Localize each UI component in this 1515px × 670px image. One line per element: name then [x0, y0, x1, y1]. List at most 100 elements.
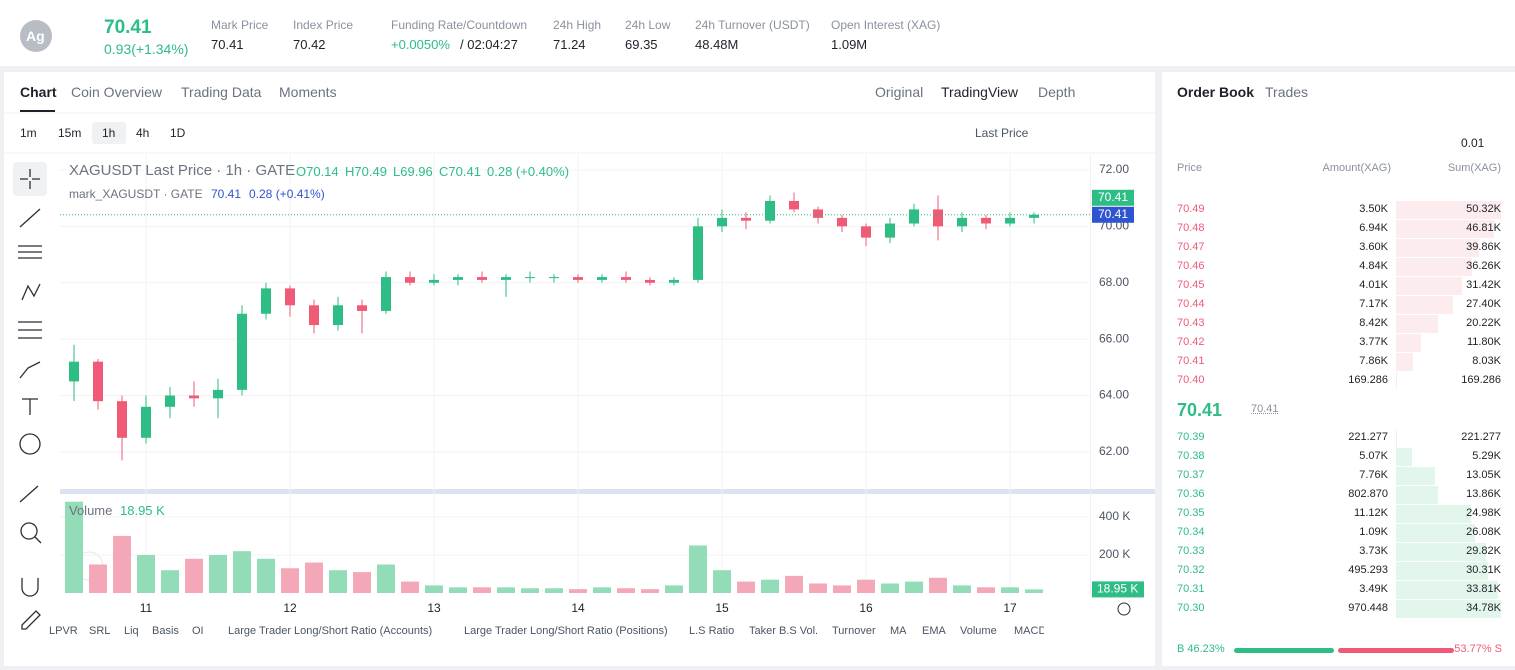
view-tab[interactable]: Depth [1038, 84, 1076, 100]
indicator[interactable]: OI [192, 625, 204, 637]
indicator[interactable]: Liq [124, 625, 139, 637]
ob-tab[interactable]: Trades [1265, 84, 1309, 100]
view-tab[interactable]: TradingView [941, 84, 1019, 100]
volume-bar [617, 588, 635, 593]
price-source[interactable]: Last Price [975, 126, 1029, 140]
indicator[interactable]: EMA [922, 625, 946, 637]
mark-legend: 70.41 [211, 187, 242, 201]
depth-bar [1396, 353, 1413, 371]
volume-legend: Volume [69, 503, 113, 518]
volume-bar [89, 564, 107, 593]
ohlc-legend: C70.41 [439, 164, 481, 179]
indicator[interactable]: Large Trader Long/Short Ratio (Accounts) [228, 625, 433, 637]
candle-body [141, 406, 151, 438]
y-tick-label: 62.00 [1099, 444, 1129, 458]
ob-amount: 7.76K [1359, 469, 1388, 481]
volume-bar [977, 587, 995, 593]
depth-bar [1396, 467, 1436, 485]
volume-bar [833, 585, 851, 593]
indicator[interactable]: MA [890, 625, 907, 637]
ob-price: 70.47 [1177, 241, 1205, 253]
precision[interactable]: 0.01 [1461, 136, 1485, 150]
settings-icon[interactable] [1117, 602, 1131, 616]
volume-bar [377, 564, 395, 593]
ob-sum: 50.32K [1466, 203, 1501, 215]
volume-bar [521, 588, 539, 593]
x-tick-label: 11 [140, 601, 153, 615]
ob-sum: 27.40K [1466, 298, 1501, 310]
indicator[interactable]: LPVR [49, 625, 78, 637]
volume-legend-value: 18.95 K [120, 503, 165, 518]
ohlc-legend: O70.14 [296, 164, 339, 179]
indicator[interactable]: Taker B.S Vol. [749, 625, 819, 637]
ob-amount: 3.50K [1359, 203, 1388, 215]
indicator[interactable]: Basis [152, 625, 179, 637]
indicator[interactable]: L.S Ratio [689, 625, 735, 637]
candle-body [693, 226, 703, 280]
volume-bar [641, 589, 659, 593]
chart-tab[interactable]: Chart [20, 84, 57, 100]
volume-bar [209, 554, 227, 593]
depth-bar [1396, 201, 1501, 219]
depth-bar [1396, 239, 1480, 257]
volume-bar [449, 587, 467, 593]
chart-tab[interactable]: Moments [279, 84, 337, 100]
ob-sum: 30.31K [1466, 564, 1501, 576]
depth-bar [1396, 315, 1439, 333]
volume-bar [857, 579, 875, 593]
indicator[interactable]: Volume [960, 625, 997, 637]
volume-bar [113, 535, 131, 593]
chart-tab[interactable]: Coin Overview [71, 84, 163, 100]
drawing-tools[interactable] [13, 162, 47, 630]
volume-bar [881, 583, 899, 593]
col-sum: Sum(XAG) [1447, 162, 1501, 174]
volume-bar [713, 570, 731, 593]
indicator[interactable]: SRL [89, 625, 111, 637]
interval[interactable]: 1h [102, 126, 116, 140]
chart-tab[interactable]: Trading Data [181, 84, 262, 100]
volume-bar [689, 545, 707, 593]
ob-sum: 46.81K [1466, 222, 1501, 234]
interval[interactable]: 4h [136, 126, 150, 140]
ob-sum: 20.22K [1466, 317, 1501, 329]
stat-label: 24h Low [625, 18, 671, 32]
ob-sum: 13.05K [1466, 469, 1501, 481]
ob-price: 70.31 [1177, 583, 1205, 595]
sell-ratio: 53.77% S [1454, 643, 1502, 655]
volume-bar [737, 581, 755, 593]
ob-amount: 7.86K [1359, 355, 1388, 367]
ob-sum: 5.29K [1472, 450, 1501, 462]
stat-label: Index Price [293, 18, 354, 32]
interval[interactable]: 15m [58, 126, 82, 140]
depth-bar [1396, 543, 1487, 561]
chart-title: XAGUSDT Last Price · 1h · GATE [69, 162, 296, 179]
volume-bar [185, 558, 203, 593]
indicator[interactable]: MACD [1014, 625, 1044, 637]
volume-bar [281, 568, 299, 593]
view-tab[interactable]: Original [875, 84, 924, 100]
tab-underline [20, 110, 55, 112]
ob-amount: 11.12K [1353, 507, 1388, 519]
candle-body [765, 200, 775, 221]
candle-body [261, 288, 271, 314]
ob-amount: 4.84K [1359, 260, 1388, 272]
ob-mark-price: 70.41 [1251, 403, 1279, 415]
interval[interactable]: 1D [170, 126, 186, 140]
indicator[interactable]: Turnover [832, 625, 876, 637]
volume-bar [593, 587, 611, 593]
indicator[interactable]: Large Trader Long/Short Ratio (Positions… [464, 625, 668, 637]
ob-sum: 221.277 [1461, 431, 1501, 443]
interval[interactable]: 1m [20, 126, 37, 140]
volume-bar [137, 554, 155, 593]
stat-value: 70.41 [211, 37, 244, 52]
ob-price: 70.45 [1177, 279, 1205, 291]
ob-tab[interactable]: Order Book [1177, 84, 1255, 100]
depth-bar [1396, 600, 1501, 618]
candle-body [549, 277, 559, 279]
price-tag-label: 70.41 [1098, 207, 1128, 221]
ohlc-legend: L69.96 [393, 164, 433, 179]
ob-price: 70.35 [1177, 507, 1205, 519]
y-tick-label: 66.00 [1099, 331, 1129, 345]
depth-bar [1396, 581, 1499, 599]
